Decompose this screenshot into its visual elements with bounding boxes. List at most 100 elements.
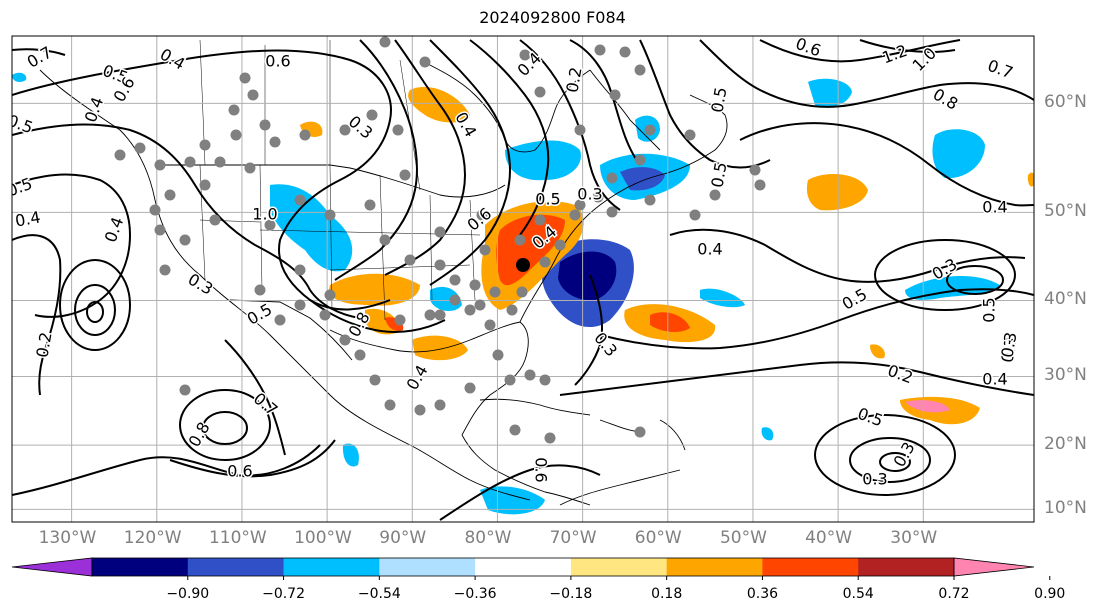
station-dot: [609, 89, 621, 101]
station-dot: [434, 309, 446, 321]
station-dot: [364, 199, 376, 211]
station-dot: [179, 234, 191, 246]
station-dot: [684, 129, 696, 141]
station-dot: [324, 289, 336, 301]
coastline-gulf: [329, 321, 529, 436]
station-dot: [484, 319, 496, 331]
contour-line: [169, 439, 336, 478]
colorbar-tick-label: 0.54: [842, 586, 874, 602]
longitude-label: 70°W: [549, 528, 597, 548]
station-dot: [534, 86, 546, 98]
station-dot: [154, 159, 166, 171]
station-dot: [244, 162, 256, 174]
map-frame: [11, 35, 1035, 523]
station-dot: [179, 384, 191, 396]
station-dot: [366, 109, 378, 121]
contour-label: 0.4: [982, 370, 1007, 389]
longitude-label: 100°W: [294, 528, 352, 548]
station-dot: [294, 264, 306, 276]
station-dot: [492, 349, 504, 361]
contour-line: [12, 49, 392, 311]
colorbar-tick-label: 0.72: [938, 586, 970, 602]
station-dot: [539, 374, 551, 386]
station-dot: [606, 172, 618, 184]
station-dot: [114, 149, 126, 161]
station-dot: [476, 209, 488, 221]
station-dot: [394, 314, 406, 326]
map-title: 2024092800 F084: [479, 8, 626, 27]
colorbar-segment: [475, 558, 572, 576]
station-dot: [464, 304, 476, 316]
station-dot: [404, 254, 416, 266]
station-dot: [199, 139, 211, 151]
coastline-hudson: [419, 59, 591, 153]
station-dot: [644, 194, 656, 206]
coastline-central-america: [461, 434, 591, 506]
station-dot: [339, 334, 351, 346]
station-dot: [134, 142, 146, 154]
station-dot: [506, 304, 518, 316]
contour-ring: [879, 452, 911, 472]
station-dot: [399, 169, 411, 181]
contour-ring: [179, 389, 271, 461]
contour-line: [669, 228, 1026, 283]
station-dot: [274, 314, 286, 326]
coastline-atlantic: [519, 94, 728, 323]
contour-line: [574, 274, 603, 386]
shading-layer: [12, 72, 1034, 515]
contour-line: [739, 122, 1034, 207]
station-dot: [592, 191, 604, 203]
contour-label: 0.3: [577, 185, 602, 204]
contour-label: 0.4: [697, 240, 722, 259]
contour-ring: [86, 301, 104, 323]
station-dot: [754, 179, 766, 191]
station-dot: [434, 399, 446, 411]
shade-blue-great-lakes: [505, 140, 581, 181]
station-dot: [209, 214, 221, 226]
shade-blue-central-america: [480, 486, 545, 515]
station-dot: [534, 214, 546, 226]
contour-line: [699, 39, 1034, 108]
station-dot: [644, 124, 656, 136]
contour-label: 0.3: [862, 470, 887, 489]
station-dot: [619, 46, 631, 58]
colorbar-tick-label: −0.72: [262, 586, 305, 602]
station-dot: [634, 64, 646, 76]
station-dot: [449, 294, 461, 306]
station-dot: [606, 206, 618, 218]
contour-line: [519, 39, 621, 211]
colorbar-segment: [92, 558, 189, 576]
station-dot: [299, 129, 311, 141]
station-dot: [514, 234, 526, 246]
contour-label: 0.6: [265, 52, 290, 71]
contour-line: [12, 173, 132, 318]
shade-blue-southern-plains: [270, 184, 353, 272]
contour-label: 0.5: [535, 190, 560, 209]
graticule: [12, 36, 1034, 522]
station-dot: [594, 44, 606, 56]
station-dot: [539, 256, 551, 268]
station-dot: [199, 179, 211, 191]
contour-line: [12, 444, 321, 496]
station-dot: [324, 209, 336, 221]
contour-label: 0.4: [982, 198, 1007, 217]
colorbar-segment: [570, 558, 668, 576]
station-dot: [634, 154, 646, 166]
shade-blue-caribbean: [761, 427, 774, 441]
colorbar-tick-label: −0.54: [357, 586, 401, 602]
contour-line: [429, 39, 512, 286]
colorbar-segment: [762, 558, 859, 576]
contour-line: [559, 361, 1034, 396]
colorbar-tick-label: 0.36: [746, 586, 779, 602]
longitude-label: 110°W: [208, 528, 267, 548]
contour-line: [384, 39, 467, 276]
station-dot: [392, 124, 404, 136]
contour-label: 0.5: [707, 86, 730, 114]
shade-blue-mexico: [342, 443, 359, 467]
station-dot: [120, 25, 131, 36]
station-dot: [689, 209, 701, 221]
contour-label: 1.0: [252, 205, 277, 224]
station-dot: [464, 382, 476, 394]
station-dot: [254, 284, 266, 296]
